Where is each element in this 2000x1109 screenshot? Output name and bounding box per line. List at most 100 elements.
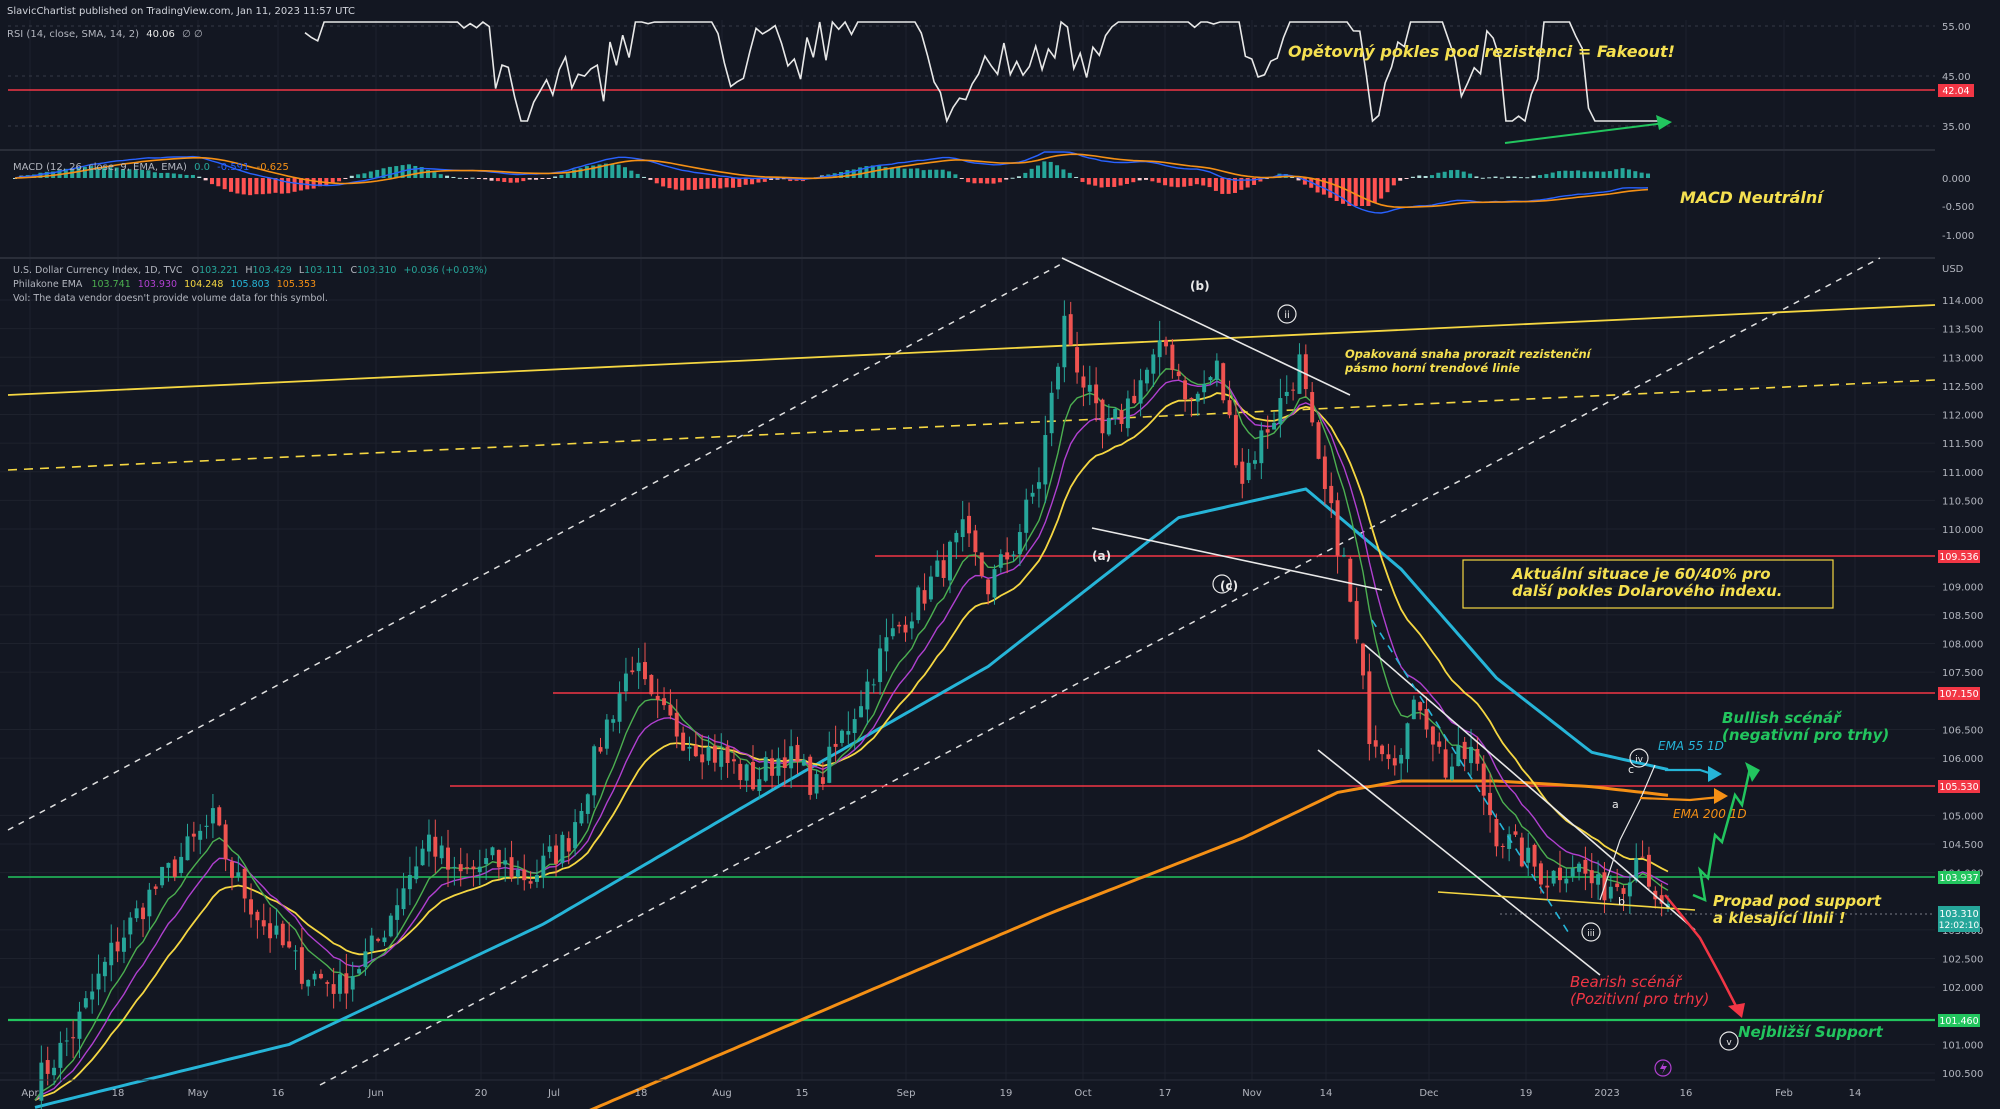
macd-bar	[540, 178, 545, 179]
macd-bar	[1633, 171, 1638, 178]
candle	[1036, 467, 1041, 508]
candle	[1221, 362, 1226, 404]
macd-bar	[426, 169, 431, 178]
candle	[452, 856, 457, 886]
bearish-scenario-subtitle: (Pozitivní pro trhy)	[1570, 990, 1709, 1008]
x-axis-label: Oct	[1074, 1088, 1091, 1099]
legend-high: 103.429	[253, 265, 292, 276]
candle	[1494, 813, 1499, 857]
candle	[859, 690, 864, 718]
macd-bar	[1067, 172, 1072, 178]
macd-bar	[140, 169, 145, 178]
candle	[185, 823, 190, 861]
candle	[1208, 375, 1213, 386]
main-price-panel[interactable]	[7, 257, 1936, 1109]
grid	[0, 20, 1935, 1080]
flash-icon[interactable]	[1654, 1059, 1672, 1077]
nearest-support-label: Nejbližší Support	[1738, 1023, 1884, 1041]
candle	[312, 970, 317, 986]
macd-bar	[839, 172, 844, 178]
candle	[731, 747, 736, 774]
macd-bar	[711, 178, 716, 189]
descending-line-lower	[1317, 749, 1601, 976]
wave-circle-i	[1212, 574, 1232, 594]
candle	[344, 953, 349, 1009]
candle	[446, 829, 450, 888]
macd-bar	[368, 171, 373, 178]
ema200-arrow	[1639, 795, 1721, 802]
candle	[1233, 402, 1238, 468]
candle	[166, 862, 171, 882]
macd-bar	[1639, 172, 1644, 178]
candle	[643, 642, 647, 685]
macd-bar	[1455, 169, 1460, 178]
macd-bar	[489, 178, 494, 181]
macd-bar	[750, 178, 755, 185]
candle	[1272, 412, 1277, 430]
candle	[992, 564, 997, 605]
macd-bar	[1620, 168, 1625, 178]
candle	[115, 927, 120, 963]
macd-bar	[1398, 178, 1403, 181]
candle	[318, 969, 323, 980]
macd-bar	[534, 178, 539, 180]
wave-label-c: (c)	[1220, 579, 1238, 593]
macd-bar	[947, 171, 952, 178]
candle	[1284, 375, 1289, 405]
candle	[700, 734, 705, 780]
candle	[712, 734, 717, 772]
macd-bar	[1442, 171, 1447, 178]
x-axis-label: May	[188, 1088, 209, 1099]
macd-bar	[1544, 174, 1549, 178]
candle	[1596, 860, 1601, 900]
x-axis-label: Jul	[547, 1088, 560, 1099]
candle	[1310, 382, 1315, 427]
macd-bar	[584, 166, 589, 178]
macd-panel[interactable]	[13, 151, 1650, 214]
candle	[1424, 696, 1429, 738]
macd-bar	[1150, 178, 1155, 182]
candle	[433, 819, 438, 873]
macd-bar	[978, 178, 983, 184]
macd-bar	[858, 167, 863, 178]
macd-bar	[483, 178, 488, 180]
candle	[268, 907, 273, 953]
macd-bar	[1334, 178, 1339, 201]
macd-bar	[1512, 176, 1517, 178]
candle	[1615, 868, 1620, 892]
candle	[674, 699, 679, 749]
candle	[1030, 484, 1035, 504]
ema-legend-1: 103.741	[91, 279, 130, 290]
r3-badge-text: 105.530	[1939, 782, 1978, 793]
legend-close: 103.310	[357, 265, 396, 276]
macd-bar	[89, 166, 94, 178]
candle	[598, 737, 603, 754]
macd-bar	[438, 174, 443, 178]
candle	[827, 731, 832, 784]
macd-bar	[966, 178, 971, 183]
price-axis-label: 102.000	[1942, 983, 1983, 994]
macd-bar	[1029, 168, 1034, 178]
candle	[230, 857, 234, 891]
macd-bar	[260, 178, 265, 195]
candle	[1106, 404, 1111, 437]
macd-bar	[133, 169, 138, 178]
wave-circle-iii: iii	[1581, 922, 1601, 942]
x-axis-label: Aug	[712, 1088, 732, 1099]
candle	[1519, 832, 1524, 868]
macd-bar	[476, 178, 481, 179]
candle	[350, 961, 355, 1002]
candle	[1144, 367, 1149, 392]
candle	[242, 867, 247, 913]
candle	[1278, 378, 1283, 438]
rsi-line	[304, 20, 1665, 124]
macd-bar	[1080, 178, 1085, 182]
candle	[1367, 653, 1372, 761]
candle	[1437, 732, 1442, 754]
macd-bar	[1232, 178, 1237, 193]
candle	[236, 855, 241, 882]
macd-bar	[1220, 178, 1225, 194]
rsi-panel[interactable]	[8, 20, 1935, 144]
candle	[1246, 448, 1251, 484]
